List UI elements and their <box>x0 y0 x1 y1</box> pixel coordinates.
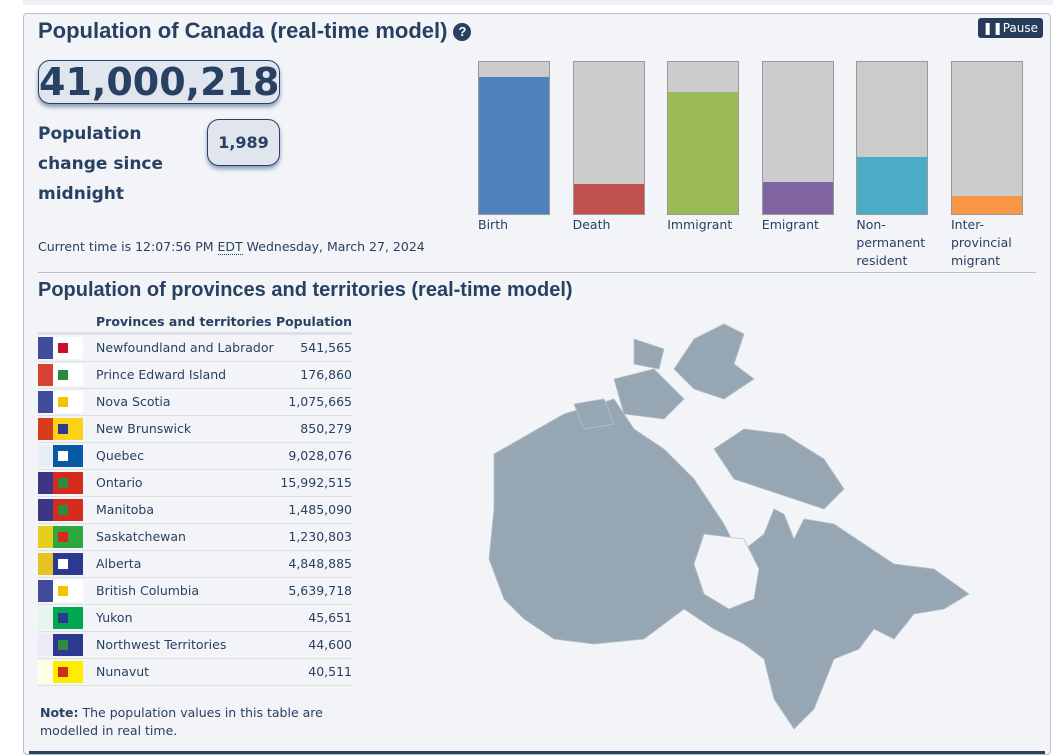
flag-icon <box>38 388 96 416</box>
table-row: Newfoundland and Labrador 541,565 <box>38 333 352 362</box>
table-row: Nova Scotia 1,075,665 <box>38 388 352 416</box>
bar-fill <box>668 92 739 214</box>
flag-icon <box>38 333 96 362</box>
province-population: 176,860 <box>275 361 352 389</box>
bar-label: Emigrant <box>761 217 819 232</box>
table-row: Quebec 9,028,076 <box>38 442 352 470</box>
page-title: Population of Canada (real-time model)? <box>38 18 472 44</box>
table-row: Saskatchewan 1,230,803 <box>38 523 352 551</box>
flag-icon <box>38 442 96 470</box>
flag-icon <box>38 658 96 686</box>
flag-icon <box>38 415 96 443</box>
bar-emigrant <box>761 61 834 215</box>
province-name: Quebec <box>96 442 276 470</box>
province-population: 541,565 <box>275 333 352 362</box>
provinces-table: Provinces and territories Population Newf… <box>38 311 352 686</box>
bar-death <box>572 61 645 215</box>
top-strip <box>23 0 1053 5</box>
province-population: 9,028,076 <box>275 442 352 470</box>
bar-fill <box>857 157 928 214</box>
province-name: Saskatchewan <box>96 523 276 551</box>
map-arctic-islands <box>573 338 685 430</box>
population-panel: Population of Canada (real-time model)? … <box>23 13 1051 755</box>
bar-label: Immigrant <box>667 217 733 232</box>
col-header-pop: Population <box>275 311 352 335</box>
col-header-name: Provinces and territories <box>96 311 276 335</box>
province-population: 1,230,803 <box>275 523 352 551</box>
province-name: Yukon <box>96 604 276 632</box>
province-population: 15,992,515 <box>275 469 352 497</box>
province-name: Nova Scotia <box>96 388 276 416</box>
flag-icon <box>38 550 96 578</box>
bar-inter-provincial-migrant <box>951 61 1023 215</box>
bar-label: Birth <box>478 217 509 232</box>
province-population: 4,848,885 <box>275 550 352 578</box>
flag-icon <box>38 604 96 632</box>
bar-fill <box>479 77 549 214</box>
table-row: Yukon 45,651 <box>38 604 352 632</box>
table-row: British Columbia 5,639,718 <box>38 577 352 605</box>
province-population: 850,279 <box>275 415 352 443</box>
province-population: 45,651 <box>275 604 352 632</box>
flag-icon <box>38 496 96 524</box>
table-note: Note: The population values in this tabl… <box>40 705 323 738</box>
map-ellesmere-island <box>673 323 755 400</box>
province-population: 5,639,718 <box>275 577 352 605</box>
province-name: Ontario <box>96 469 276 497</box>
bar-immigrant <box>667 61 740 215</box>
provinces-title: Population of provinces and territories … <box>38 279 573 301</box>
divider <box>38 272 1036 273</box>
province-name: Newfoundland and Labrador <box>96 333 276 362</box>
table-row: Nunavut 40,511 <box>38 658 352 686</box>
map-hudson-bay <box>693 533 760 610</box>
province-name: Northwest Territories <box>96 631 276 659</box>
bar-fill <box>573 183 644 214</box>
province-name: Alberta <box>96 550 276 578</box>
province-name: British Columbia <box>96 577 276 605</box>
bar-label: Death <box>572 217 611 232</box>
bar-fill <box>762 182 833 214</box>
table-row: Northwest Territories 44,600 <box>38 631 352 659</box>
bar-fill <box>952 195 1022 214</box>
table-row: Ontario 15,992,515 <box>38 469 352 497</box>
province-name: New Brunswick <box>96 415 276 443</box>
canada-map <box>488 323 970 730</box>
map-baffin-island <box>713 428 845 510</box>
timezone-abbr: EDT <box>217 239 243 255</box>
table-row: Manitoba 1,485,090 <box>38 496 352 524</box>
bar-birth <box>478 61 550 215</box>
table-row: New Brunswick 850,279 <box>38 415 352 443</box>
table-row: Prince Edward Island 176,860 <box>38 361 352 389</box>
total-population: 41,000,218 <box>38 60 280 104</box>
province-population: 40,511 <box>275 658 352 686</box>
bar-label: Non-permanent resident <box>856 217 926 268</box>
province-name: Nunavut <box>96 658 276 686</box>
bottom-bar <box>29 751 1045 754</box>
pause-button[interactable]: ❚❚Pause <box>977 18 1043 38</box>
province-population: 1,485,090 <box>275 496 352 524</box>
province-name: Manitoba <box>96 496 276 524</box>
population-change: 1,989 <box>207 119 280 166</box>
question-circle-icon[interactable]: ? <box>453 23 472 41</box>
province-name: Prince Edward Island <box>96 361 276 389</box>
table-row: Alberta 4,848,885 <box>38 550 352 578</box>
change-label: Population change since midnight <box>38 124 164 204</box>
flag-icon <box>38 631 96 659</box>
province-population: 44,600 <box>275 631 352 659</box>
flag-icon <box>38 361 96 389</box>
bar-label: Inter-provincial migrant <box>951 217 1012 268</box>
bar-non-permanent-resident <box>856 61 929 215</box>
current-time: Current time is 12:07:56 PM EDT Wednesda… <box>38 239 425 255</box>
province-population: 1,075,665 <box>275 388 352 416</box>
flag-icon <box>38 523 96 551</box>
flag-icon <box>38 577 96 605</box>
flag-icon <box>38 469 96 497</box>
